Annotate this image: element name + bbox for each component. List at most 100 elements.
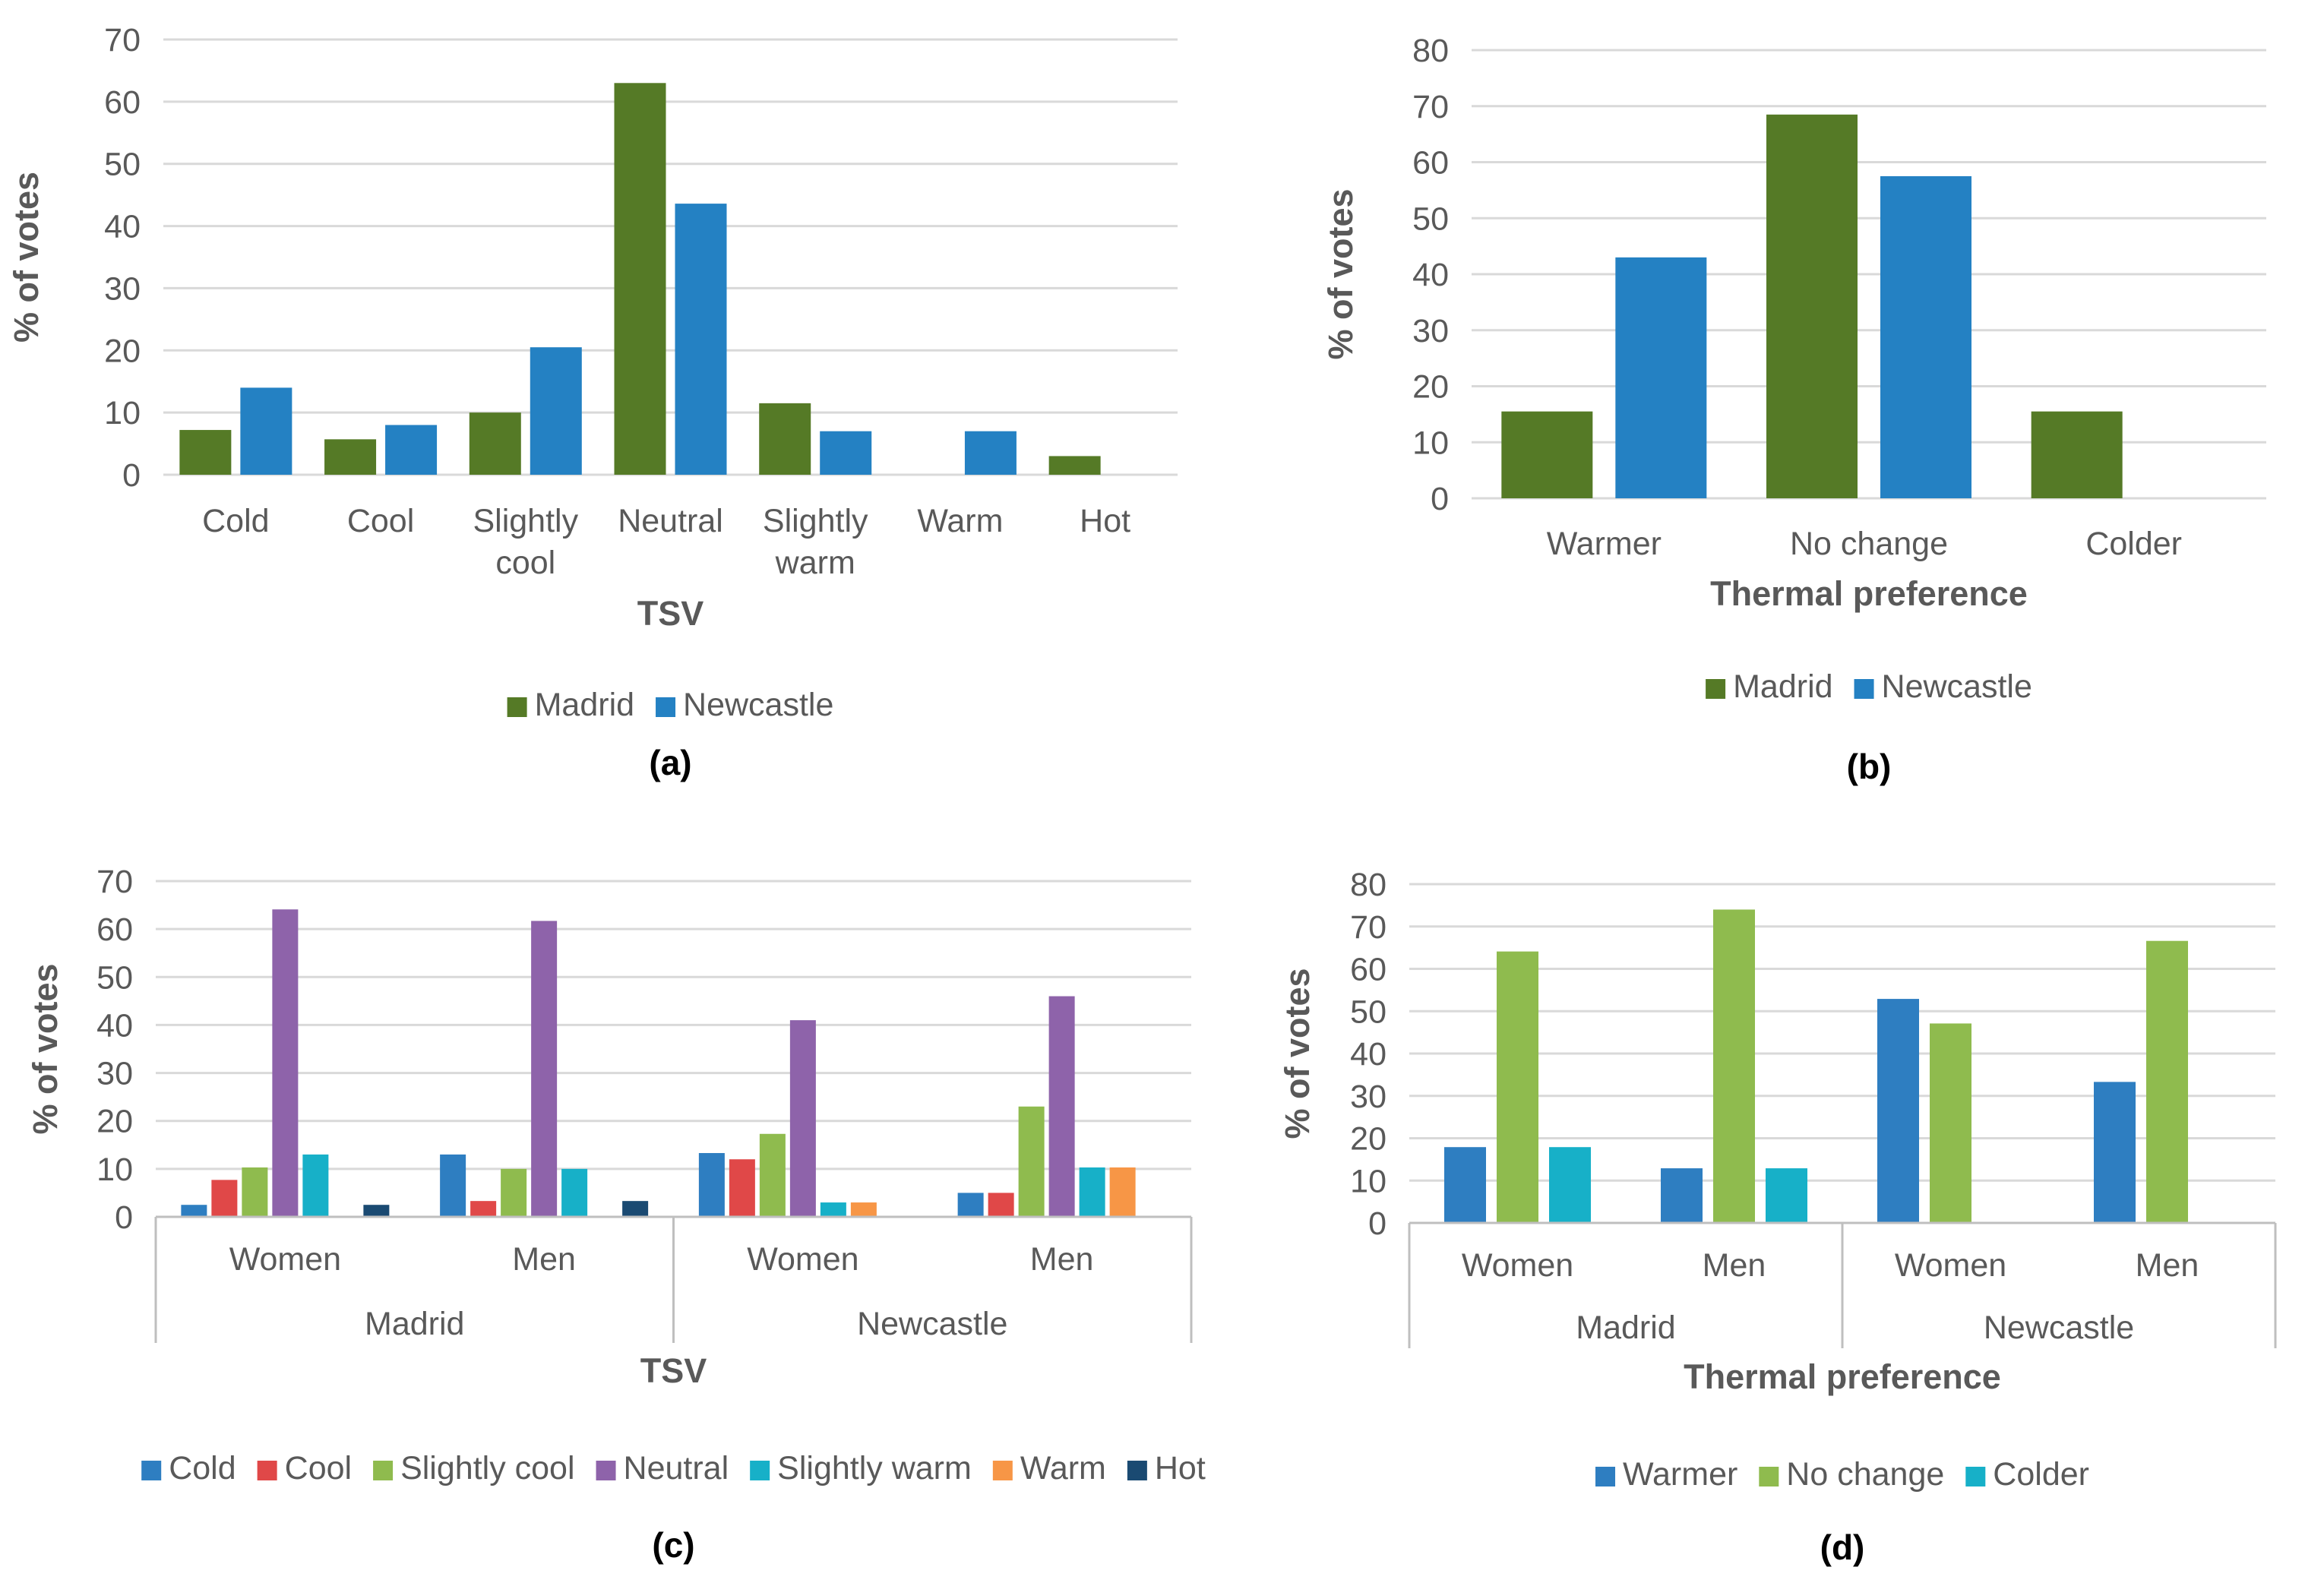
bar-newcastle xyxy=(1615,257,1707,498)
legend-label: No change xyxy=(1786,1456,1944,1493)
x-tick-label: Cool xyxy=(347,503,414,539)
bar-madrid xyxy=(469,412,521,475)
y-tick-label: 0 xyxy=(1431,481,1449,517)
bar-madrid xyxy=(1501,411,1593,498)
x-axis-title: TSV xyxy=(640,1351,707,1390)
bar-neutral xyxy=(531,921,558,1217)
x-tick-label: Men xyxy=(1030,1241,1094,1278)
legend: Cold Cool Slightly cool Neutral Slightly war… xyxy=(141,1450,1206,1486)
legend-item: Colder xyxy=(1965,1456,2089,1493)
x-tick-label: Women xyxy=(747,1241,858,1278)
y-tick-label: 20 xyxy=(1412,369,1449,406)
x-tick-label: Hot xyxy=(1080,503,1130,539)
bar-slightly-cool xyxy=(501,1168,527,1217)
y-tick-label: 50 xyxy=(104,147,141,183)
group-label: Madrid xyxy=(1576,1310,1675,1346)
y-axis-title: % of votes xyxy=(26,963,65,1134)
y-tick-label: 10 xyxy=(1350,1163,1386,1199)
bar-colder xyxy=(1549,1147,1591,1223)
bar-newcastle xyxy=(675,204,727,475)
bar-newcastle xyxy=(530,347,582,475)
bar-slightly-cool xyxy=(1018,1106,1045,1217)
y-tick-label: 60 xyxy=(1412,145,1449,182)
y-tick-label: 70 xyxy=(1412,89,1449,125)
legend-swatch xyxy=(141,1461,162,1480)
bar-cool xyxy=(729,1159,755,1217)
bar-no-change xyxy=(2146,940,2188,1223)
legend-label: Slightly warm xyxy=(777,1450,972,1486)
y-tick-label: 0 xyxy=(115,1199,133,1236)
y-tick-label: 40 xyxy=(96,1007,133,1044)
legend: Warmer No change Colder xyxy=(1595,1456,2089,1493)
bar-no-change xyxy=(1713,909,1755,1223)
y-tick-label: 30 xyxy=(104,270,141,307)
y-tick-label: 0 xyxy=(1368,1205,1386,1242)
x-axis-title: TSV xyxy=(637,594,704,633)
legend-label: Warmer xyxy=(1623,1456,1737,1493)
legend-label: Colder xyxy=(1993,1456,2089,1493)
bar-warm xyxy=(850,1202,877,1217)
x-tick-label: Women xyxy=(1895,1247,2006,1284)
x-tick-label: Warm xyxy=(917,503,1003,539)
y-tick-label: 10 xyxy=(104,395,141,431)
legend-label: Slightly cool xyxy=(400,1450,574,1486)
y-tick-label: 30 xyxy=(1412,313,1449,349)
chart-d: 0 10 20 30 40 50 60 70 80 % of votes Women Men Women… xyxy=(1278,867,2277,1567)
y-tick-label: 80 xyxy=(1350,867,1386,903)
legend-swatch xyxy=(1595,1467,1616,1486)
legend-swatch xyxy=(992,1461,1013,1480)
legend-item: Slightly cool xyxy=(373,1450,575,1486)
legend: Madrid Newcastle xyxy=(507,687,833,723)
bar-slightly-cool xyxy=(759,1133,786,1217)
y-tick-label: 10 xyxy=(96,1152,133,1188)
y-tick-label: 70 xyxy=(96,864,133,900)
legend-label: Madrid xyxy=(535,687,634,723)
y-tick-label: 30 xyxy=(1350,1079,1386,1115)
y-tick-label: 80 xyxy=(1412,33,1449,69)
x-tick-label: Warmer xyxy=(1547,526,1662,562)
bar-madrid xyxy=(324,439,377,475)
x-tick-label: Women xyxy=(229,1241,341,1278)
y-tick-label: 50 xyxy=(1412,201,1449,237)
bar-slightly-warm xyxy=(1079,1167,1105,1217)
bar-cool xyxy=(470,1201,497,1217)
legend-swatch xyxy=(373,1461,394,1480)
bar-warm xyxy=(1109,1167,1136,1217)
y-tick-label: 70 xyxy=(1350,909,1386,946)
panel-label: (d) xyxy=(1820,1528,1865,1567)
legend-label: Newcastle xyxy=(1882,668,2032,705)
bar-hot xyxy=(363,1205,390,1217)
x-axis-title: Thermal preference xyxy=(1684,1357,2001,1396)
legend-item: Warmer xyxy=(1595,1456,1737,1493)
legend-swatch xyxy=(596,1461,616,1480)
bar-colder xyxy=(1766,1168,1807,1223)
legend-label: Neutral xyxy=(624,1450,729,1486)
group-label: Newcastle xyxy=(1984,1310,2134,1346)
legend-label: Madrid xyxy=(1733,668,1832,705)
bar-newcastle xyxy=(964,431,1017,475)
bar-no-change xyxy=(1497,951,1538,1223)
y-tick-label: 0 xyxy=(122,457,141,494)
y-tick-label: 10 xyxy=(1412,425,1449,461)
bar-warmer xyxy=(1444,1147,1486,1223)
bar-neutral xyxy=(789,1020,816,1217)
bar-madrid xyxy=(2031,411,2123,498)
bar-madrid xyxy=(1766,114,1858,498)
bar-madrid xyxy=(179,430,232,475)
legend-swatch xyxy=(750,1461,770,1480)
y-tick-label: 40 xyxy=(1412,257,1449,293)
x-tick-label: Cold xyxy=(202,503,269,539)
bar-warmer xyxy=(1661,1168,1703,1223)
bar-newcastle xyxy=(240,387,292,475)
panel-label: (c) xyxy=(652,1525,694,1565)
legend-label: Hot xyxy=(1155,1450,1206,1486)
bar-cold xyxy=(181,1205,207,1217)
y-tick-label: 40 xyxy=(1350,1036,1386,1073)
bar-cold xyxy=(440,1154,466,1217)
bar-madrid xyxy=(614,83,666,475)
bar-slightly-warm xyxy=(561,1168,588,1217)
legend-swatch xyxy=(1759,1467,1779,1486)
bar-madrid xyxy=(1048,456,1101,475)
legend-label: Warm xyxy=(1020,1450,1106,1486)
